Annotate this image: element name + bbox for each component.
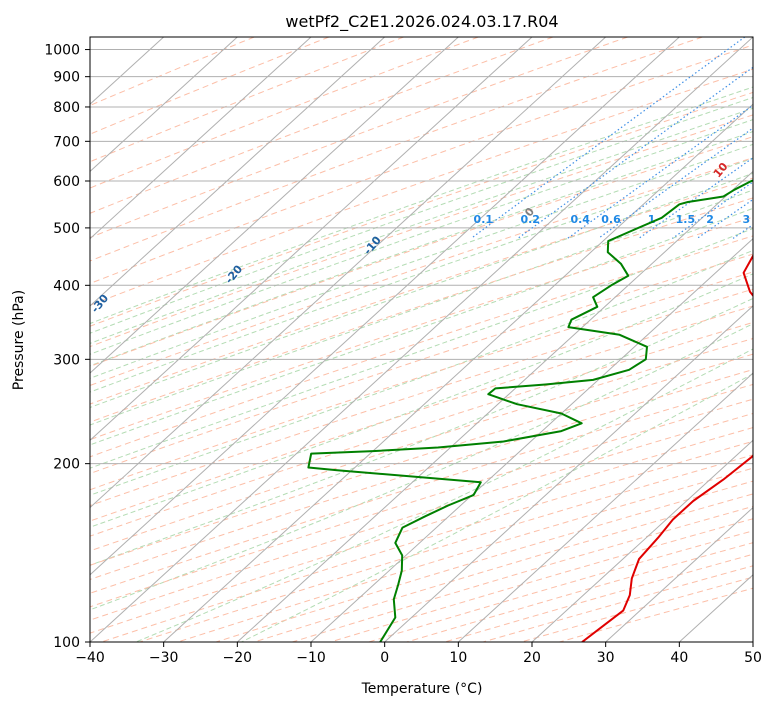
isotherm bbox=[90, 37, 238, 173]
isotherm bbox=[90, 37, 459, 374]
dry-adiabat bbox=[90, 114, 753, 348]
line-label: 0.2 bbox=[520, 213, 540, 226]
isotherm bbox=[531, 439, 753, 642]
temperature-line bbox=[581, 254, 753, 642]
dry-adiabat bbox=[90, 68, 753, 306]
y-tick-label: 600 bbox=[53, 174, 80, 190]
moist-adiabat bbox=[90, 143, 753, 379]
line-label: 0.1 bbox=[474, 213, 494, 226]
isotherm bbox=[90, 37, 680, 576]
dry-adiabat bbox=[90, 44, 753, 285]
y-tick-label: 800 bbox=[53, 100, 80, 116]
dry-adiabat bbox=[90, 37, 255, 107]
x-tick-label: 30 bbox=[597, 650, 615, 666]
y-tick-label: 500 bbox=[53, 221, 80, 237]
dry-adiabat bbox=[90, 369, 753, 580]
moist-adiabat bbox=[90, 273, 753, 528]
moist-adiabat bbox=[90, 96, 753, 334]
isotherm bbox=[163, 103, 753, 642]
x-tick-label: 10 bbox=[449, 650, 467, 666]
moist-adiabat bbox=[90, 297, 753, 566]
moist-adiabat bbox=[90, 130, 753, 367]
dry-adiabat bbox=[90, 37, 330, 135]
x-tick-label: −20 bbox=[223, 650, 253, 666]
plot-frame bbox=[89, 36, 754, 643]
isotherm bbox=[310, 237, 753, 642]
line-label: 0.4 bbox=[570, 213, 590, 226]
y-tick-label: 300 bbox=[53, 352, 80, 368]
moist-adiabat bbox=[90, 157, 753, 393]
x-tick-label: −40 bbox=[75, 650, 105, 666]
isotherm bbox=[90, 37, 753, 642]
dry-adiabat bbox=[90, 321, 753, 537]
line-label: 1.5 bbox=[676, 213, 696, 226]
isotherm bbox=[90, 37, 607, 509]
mixing-ratio-line bbox=[470, 37, 746, 239]
dry-adiabat bbox=[90, 305, 753, 522]
y-tick-label: 200 bbox=[53, 457, 80, 473]
dry-adiabat bbox=[90, 177, 753, 405]
line-label: 2 bbox=[706, 213, 714, 226]
x-tick-label: 50 bbox=[744, 650, 762, 666]
x-tick-label: 40 bbox=[670, 650, 688, 666]
mixing-ratio-line bbox=[567, 104, 753, 239]
dry-adiabat bbox=[90, 353, 753, 566]
moist-adiabat bbox=[90, 189, 753, 426]
y-tick-label: 400 bbox=[53, 278, 80, 294]
y-tick-label: 900 bbox=[53, 70, 80, 86]
x-tick-label: −30 bbox=[149, 650, 179, 666]
dry-adiabat bbox=[90, 216, 753, 441]
axis-ticks: −40 −30 −20 −10 0 10 20 30 40 50 100 200 300 400 500 60… bbox=[44, 43, 762, 666]
x-tick-label: 20 bbox=[523, 650, 541, 666]
moist-adiabat bbox=[90, 86, 753, 325]
x-tick-label: 0 bbox=[380, 650, 389, 666]
chart-title: wetPf2_C2E1.2026.024.03.17.R04 bbox=[285, 12, 558, 32]
dry-adiabat bbox=[90, 91, 753, 327]
dewpoint-line bbox=[307, 179, 753, 642]
dry-adiabat bbox=[90, 37, 628, 239]
x-axis-label: Temperature (°C) bbox=[361, 681, 483, 697]
isotherm bbox=[236, 170, 753, 642]
mixing-ratio-line bbox=[597, 127, 753, 239]
moist-adiabat bbox=[90, 172, 753, 409]
dry-adiabat bbox=[90, 37, 703, 262]
line-label: 3 bbox=[742, 213, 750, 226]
y-tick-label: 700 bbox=[53, 134, 80, 150]
isotherm bbox=[90, 37, 312, 240]
profile-series bbox=[307, 179, 753, 642]
moist-adiabat bbox=[90, 227, 753, 469]
dry-adiabat bbox=[90, 37, 554, 214]
y-tick-label: 1000 bbox=[44, 43, 80, 59]
x-tick-label: −10 bbox=[296, 650, 326, 666]
isotherm bbox=[384, 305, 753, 642]
isotherm bbox=[90, 37, 533, 442]
isotherm bbox=[90, 37, 386, 307]
line-label: 1 bbox=[648, 213, 656, 226]
line-label: 0.6 bbox=[601, 213, 621, 226]
isotherm bbox=[457, 372, 753, 642]
y-tick-label: 100 bbox=[53, 635, 80, 651]
background-lines bbox=[90, 37, 753, 642]
moist-adiabat bbox=[90, 119, 753, 355]
isotherm bbox=[605, 506, 753, 642]
moist-adiabat bbox=[241, 373, 753, 642]
y-axis-label: Pressure (hPa) bbox=[11, 290, 27, 390]
moist-adiabat bbox=[90, 207, 753, 446]
